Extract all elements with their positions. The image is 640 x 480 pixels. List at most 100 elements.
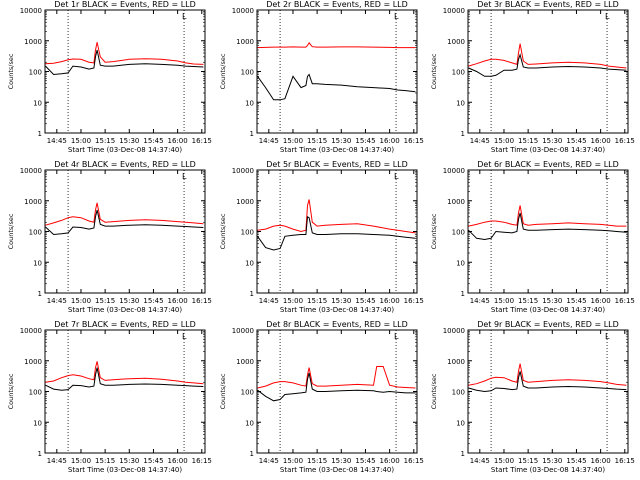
x-tick-label: 15:00: [494, 297, 514, 305]
panel-title: Det 1r BLACK = Events, RED = LLD: [54, 0, 196, 9]
y-tick-label: 1000: [447, 38, 465, 46]
x-tick-label: 15:45: [566, 137, 586, 145]
x-tick-label: 16:15: [404, 137, 424, 145]
x-tick-label: 15:45: [566, 297, 586, 305]
x-tick-label: 16:15: [192, 457, 212, 465]
panel-det-2: Det 2r BLACK = Events, RED = LLD 1 10 100 10…: [219, 0, 424, 154]
corner-mark-label: L: [605, 12, 610, 21]
x-tick-label: 15:45: [143, 137, 163, 145]
y-tick-label: 10: [33, 259, 42, 267]
y-tick-label: 10: [245, 99, 254, 107]
x-tick-label: 15:00: [283, 457, 303, 465]
panel-title: Det 8r BLACK = Events, RED = LLD: [266, 320, 408, 329]
panel-title: Det 9r BLACK = Events, RED = LLD: [477, 320, 619, 329]
y-axis-label: Counts/sec: [7, 373, 15, 409]
x-tick-label: 15:30: [542, 457, 562, 465]
x-tick-label: 15:45: [566, 457, 586, 465]
corner-mark-label: L: [394, 12, 399, 21]
x-tick-label: 14:45: [47, 457, 67, 465]
y-tick-label: 10: [33, 99, 42, 107]
x-tick-label: 15:15: [518, 457, 538, 465]
y-tick-label: 1000: [447, 198, 465, 206]
x-axis-label: Start Time (03-Dec-08 14:37:40): [491, 306, 605, 314]
y-tick-label: 10: [245, 259, 254, 267]
y-axis-label: Counts/sec: [430, 373, 438, 409]
y-tick-label: 1: [38, 130, 42, 138]
y-tick-label: 10: [245, 419, 254, 427]
x-axis-label: Start Time (03-Dec-08 14:37:40): [280, 466, 394, 474]
y-tick-label: 1: [461, 290, 465, 298]
x-tick-label: 16:15: [615, 457, 635, 465]
y-axis-label: Counts/sec: [7, 213, 15, 249]
red-lld-series: [257, 199, 416, 234]
y-tick-label: 10000: [443, 167, 465, 175]
panel-title: Det 2r BLACK = Events, RED = LLD: [266, 0, 408, 9]
y-tick-label: 1000: [236, 38, 254, 46]
y-tick-label: 10000: [232, 7, 254, 15]
panel-title: Det 6r BLACK = Events, RED = LLD: [477, 160, 619, 169]
red-lld-series: [45, 42, 204, 65]
y-axis-label: Counts/sec: [430, 213, 438, 249]
y-tick-label: 1000: [24, 38, 42, 46]
y-tick-label: 1000: [24, 358, 42, 366]
x-tick-label: 15:15: [95, 297, 115, 305]
x-tick-label: 15:15: [95, 457, 115, 465]
panel-det-1: Det 1r BLACK = Events, RED = LLD 1 10 100 10…: [7, 0, 212, 154]
x-tick-label: 15:15: [307, 137, 327, 145]
black-events-series: [45, 367, 204, 391]
x-tick-label: 14:45: [259, 457, 279, 465]
x-tick-label: 16:15: [192, 297, 212, 305]
x-tick-label: 14:45: [470, 137, 490, 145]
corner-mark-label: L: [182, 332, 187, 341]
plot-frame: [256, 169, 418, 294]
y-tick-label: 10000: [232, 327, 254, 335]
x-axis-label: Start Time (03-Dec-08 14:37:40): [280, 306, 394, 314]
red-lld-series: [468, 205, 627, 227]
red-lld-series: [257, 366, 416, 389]
x-tick-label: 15:30: [542, 297, 562, 305]
x-axis-label: Start Time (03-Dec-08 14:37:40): [491, 146, 605, 154]
x-tick-label: 15:30: [331, 297, 351, 305]
plot-frame: [467, 169, 629, 294]
panel-det-9: Det 9r BLACK = Events, RED = LLD 1 10 100 10…: [430, 320, 635, 474]
x-tick-label: 15:15: [307, 297, 327, 305]
x-tick-label: 16:15: [404, 297, 424, 305]
corner-mark-label: L: [182, 172, 187, 181]
corner-mark-label: L: [605, 172, 610, 181]
x-tick-label: 15:30: [331, 457, 351, 465]
x-tick-label: 15:00: [283, 137, 303, 145]
x-tick-label: 14:45: [470, 457, 490, 465]
x-tick-label: 16:15: [404, 457, 424, 465]
panel-det-7: Det 7r BLACK = Events, RED = LLD 1 10 100 10…: [7, 320, 212, 474]
x-tick-label: 15:00: [71, 137, 91, 145]
x-tick-label: 15:00: [283, 297, 303, 305]
x-tick-label: 14:45: [47, 297, 67, 305]
y-tick-label: 1000: [236, 358, 254, 366]
x-tick-label: 16:00: [380, 457, 400, 465]
x-axis-label: Start Time (03-Dec-08 14:37:40): [491, 466, 605, 474]
y-tick-label: 10000: [20, 327, 42, 335]
black-events-series: [468, 371, 627, 393]
panel-det-6: Det 6r BLACK = Events, RED = LLD 1 10 100 10…: [430, 160, 635, 314]
x-tick-label: 15:30: [119, 297, 139, 305]
corner-mark-label: L: [394, 332, 399, 341]
y-tick-label: 10: [33, 419, 42, 427]
y-tick-label: 10000: [443, 7, 465, 15]
y-tick-label: 100: [452, 389, 465, 397]
plot-frame: [467, 9, 629, 134]
black-events-series: [257, 372, 416, 402]
x-tick-label: 15:45: [355, 457, 375, 465]
panel-title: Det 5r BLACK = Events, RED = LLD: [266, 160, 408, 169]
x-tick-label: 14:45: [47, 137, 67, 145]
panel-title: Det 3r BLACK = Events, RED = LLD: [477, 0, 619, 9]
x-tick-label: 15:00: [71, 297, 91, 305]
x-tick-label: 16:00: [168, 457, 188, 465]
y-axis-label: Counts/sec: [7, 53, 15, 89]
black-events-series: [257, 73, 416, 101]
x-tick-label: 16:15: [615, 297, 635, 305]
x-tick-label: 15:30: [119, 457, 139, 465]
x-tick-label: 15:15: [518, 137, 538, 145]
x-tick-label: 14:45: [470, 297, 490, 305]
y-tick-label: 1000: [24, 198, 42, 206]
x-axis-label: Start Time (03-Dec-08 14:37:40): [68, 466, 182, 474]
